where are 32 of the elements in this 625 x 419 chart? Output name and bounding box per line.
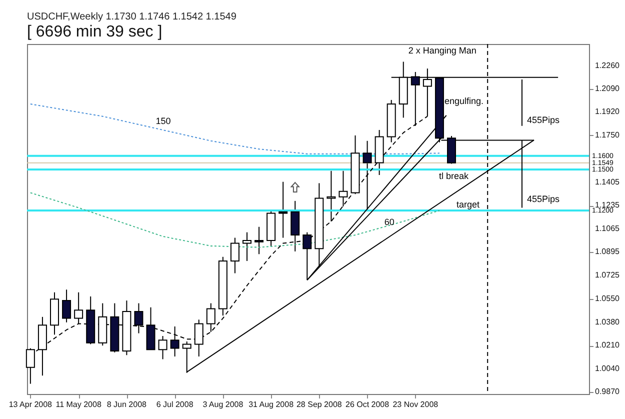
x-tick-label: 23 Nov 2008: [392, 400, 439, 409]
y-tick-label: 1.1405: [595, 178, 620, 186]
x-tick-label: 28 Sep 2008: [296, 400, 342, 409]
y-tick-label: 1.1920: [595, 107, 620, 116]
y-tick-label: 1.1065: [595, 224, 620, 233]
annotation: engulfing.: [444, 96, 484, 106]
y-tick-label: 1.0550: [595, 294, 620, 304]
chart-title: USDCHF,Weekly 1.1730 1.1746 1.1542 1.1549: [27, 12, 237, 22]
annotation: 60: [384, 217, 394, 228]
x-tick-label: 13 Apr 2008: [8, 400, 53, 409]
y-tick-label: 1.1750: [595, 130, 620, 140]
x-tick-label: 8 Jun 2008: [106, 400, 148, 409]
annotation: tl break: [439, 171, 470, 181]
annotation: 455Pips: [526, 114, 560, 125]
x-tick-label: 26 Oct 2008: [345, 400, 390, 409]
x-tick-label: 11 May 2008: [56, 400, 102, 409]
x-tick-label: 3 Aug 2008: [202, 400, 244, 409]
chart-subtitle: [ 6696 min 39 sec ]: [27, 24, 162, 40]
annotation: target: [456, 199, 480, 210]
y-tick-label: 0.9870: [595, 386, 620, 396]
y-tick-label: 1.0210: [595, 340, 620, 350]
annotation: 455Pips: [526, 194, 560, 204]
y-tick-label: 1.2090: [595, 84, 620, 94]
x-tick-label: 31 Aug 2008: [248, 400, 294, 409]
y-tick-label: 1.0380: [595, 317, 620, 326]
y-tick-label: 1.0895: [595, 247, 620, 256]
annotation: 150: [156, 116, 171, 126]
x-tick-label: 6 Jul 2008: [156, 400, 194, 409]
y-tick-label: 1.2260: [595, 60, 620, 70]
y-tick-label: 1.0040: [595, 364, 620, 373]
annotation: 2 x Hanging Man: [408, 46, 476, 56]
y-tick-label: 1.0725: [595, 270, 620, 280]
